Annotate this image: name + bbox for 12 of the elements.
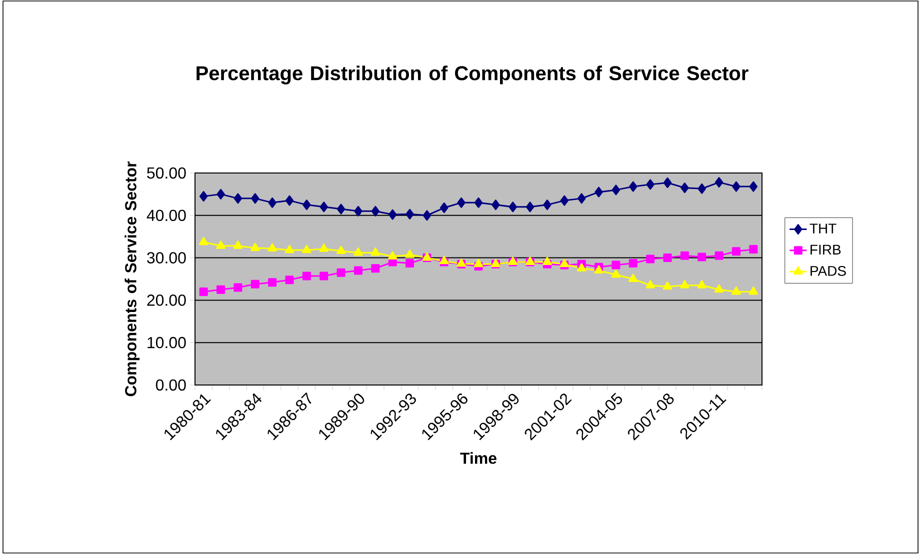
y-tick-label: 30.00	[147, 252, 186, 264]
legend-label: PADS	[810, 266, 846, 276]
y-axis-title: Components of Service Sector	[124, 161, 140, 396]
y-tick-label: 0.00	[156, 379, 186, 391]
y-tick-label: 50.00	[147, 167, 186, 179]
y-tick-label: 40.00	[146, 210, 186, 222]
legend-label: FIRB	[810, 244, 841, 254]
y-tick-label: 10.00	[148, 336, 186, 348]
legend-label: THT	[810, 224, 836, 234]
chart-title: Percentage Distribution of Components of Service Sector	[196, 66, 748, 84]
x-axis-title: Time	[460, 452, 496, 464]
y-tick-label: 20.00	[147, 294, 186, 306]
